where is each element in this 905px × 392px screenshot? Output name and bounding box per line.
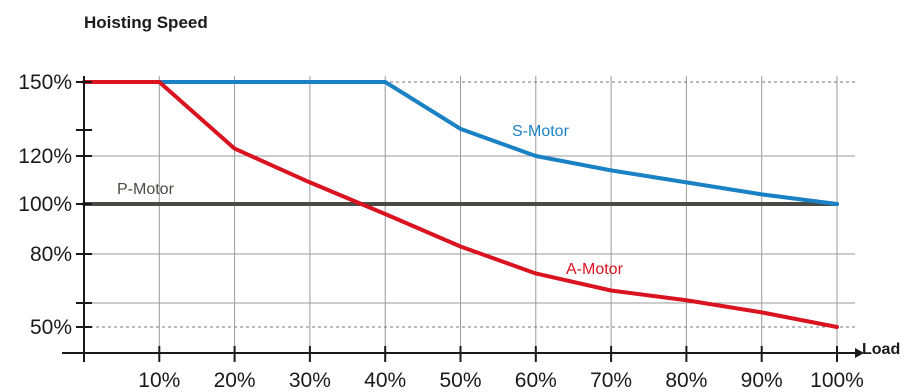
x-tick-label: 100%	[810, 369, 864, 392]
series-labels: S-Motor A-Motor P-Motor	[117, 123, 624, 278]
x-tick-label: 30%	[289, 369, 331, 392]
x-tick-label: 80%	[665, 369, 707, 392]
series-label-p-motor: P-Motor	[117, 181, 175, 198]
series-label-a-motor: A-Motor	[566, 261, 624, 278]
series-lines	[82, 80, 839, 329]
y-tick-label: 80%	[30, 243, 72, 266]
series-line-a-motor	[82, 80, 839, 329]
x-axis-arrow-icon	[855, 348, 864, 358]
axes	[62, 76, 864, 362]
x-tick-label: 10%	[138, 369, 180, 392]
series-label-s-motor: S-Motor	[512, 123, 570, 140]
tick-labels: 10% 20% 30% 40% 50% 60% 70% 80% 90% 100% 150% 120% 1…	[18, 71, 864, 392]
x-axis-label: Load	[862, 341, 900, 358]
x-tick-label: 40%	[364, 369, 406, 392]
y-tick-label: 150%	[18, 71, 72, 94]
y-tick-label: 100%	[18, 193, 72, 216]
x-tick-label: 70%	[590, 369, 632, 392]
x-tick-label: 60%	[515, 369, 557, 392]
series-line-s-motor	[82, 80, 839, 206]
y-tick-label: 50%	[30, 316, 72, 339]
x-tick-label: 50%	[439, 369, 481, 392]
y-tick-label: 120%	[18, 145, 72, 168]
x-tick-label: 90%	[741, 369, 783, 392]
x-tick-label: 20%	[214, 369, 256, 392]
chart-title: Hoisting Speed	[84, 13, 208, 32]
